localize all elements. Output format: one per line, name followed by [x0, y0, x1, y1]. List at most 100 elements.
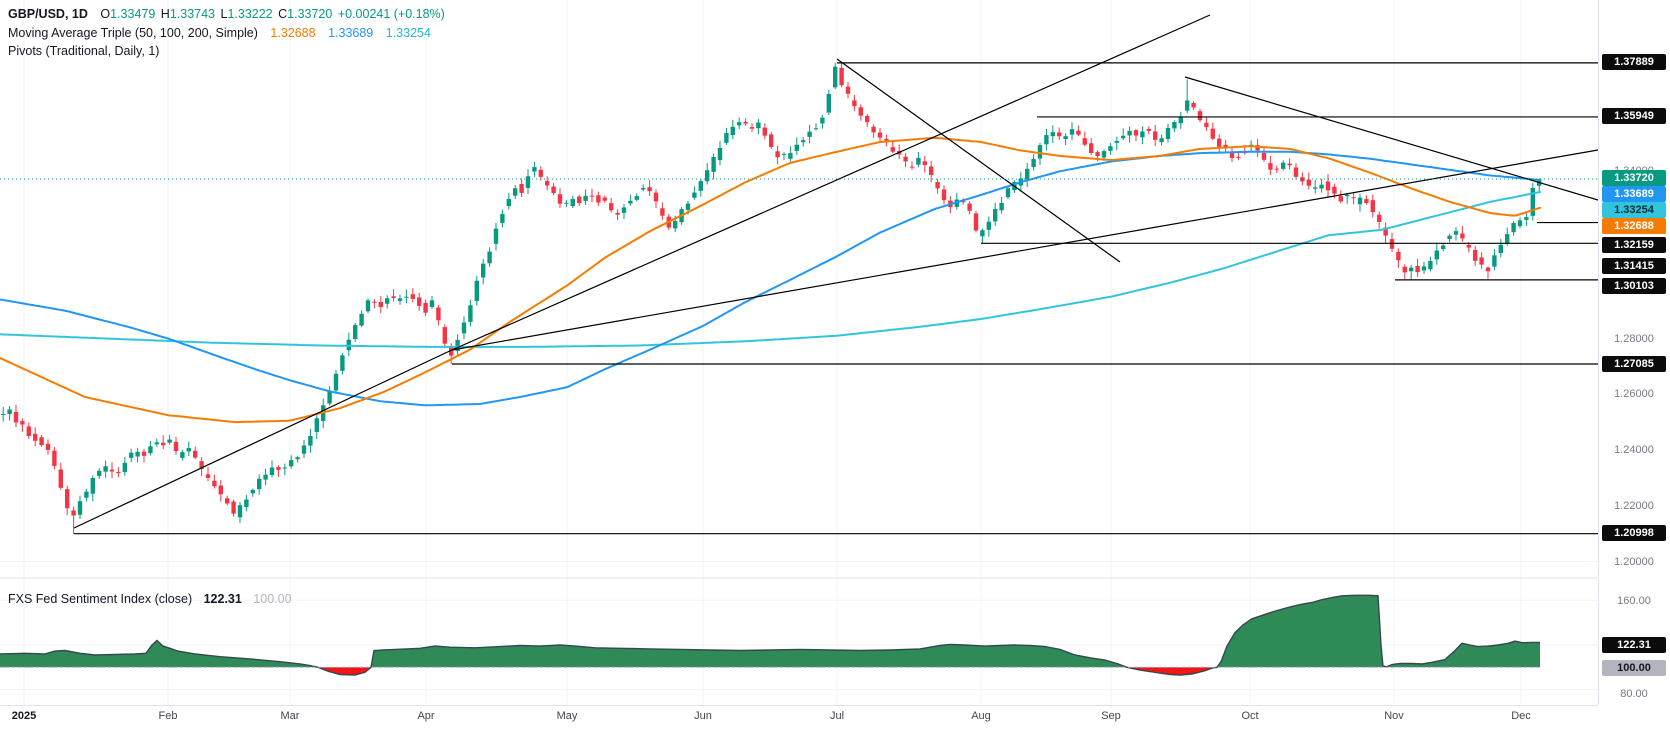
price-axis-label[interactable]: 1.28000	[1614, 332, 1654, 345]
candle-body	[212, 480, 217, 487]
candle-body	[916, 157, 921, 165]
indicator-baseline-badge[interactable]: 100.00	[1602, 660, 1666, 676]
candle-body	[1293, 167, 1299, 177]
candle-body	[1185, 100, 1190, 111]
candle-body	[84, 491, 89, 498]
candle-body	[148, 446, 153, 454]
legend-row-pivots[interactable]: Pivots (Traditional, Daily, 1)	[8, 42, 445, 61]
candle-body	[865, 115, 870, 123]
indicator-axis-label[interactable]: 160.00	[1617, 594, 1651, 607]
high-value: 1.33743	[169, 7, 215, 21]
candle-body	[1485, 267, 1491, 272]
price-axis-label[interactable]: 1.20000	[1614, 555, 1654, 568]
time-axis-label-may[interactable]: May	[556, 710, 578, 722]
candle-body	[193, 450, 198, 458]
candle-body	[276, 467, 281, 470]
candle-body	[999, 202, 1004, 211]
candle-body	[103, 466, 108, 472]
trendline	[73, 347, 457, 529]
candle-body	[711, 156, 716, 172]
symbol-title[interactable]: GBP/USD, 1D	[8, 7, 88, 21]
candle-body	[263, 474, 268, 480]
candle-body	[442, 327, 447, 344]
candle-body	[410, 294, 415, 299]
candle-body	[737, 122, 742, 126]
candle-body	[756, 122, 761, 129]
time-axis-label-sep[interactable]: Sep	[1101, 710, 1121, 722]
time-axis-label-apr[interactable]: Apr	[417, 710, 435, 722]
price-level-badge[interactable]: 1.33254	[1602, 202, 1666, 218]
candle-body	[628, 200, 633, 204]
indicator-legend[interactable]: FXS Fed Sentiment Index (close) 122.31 1…	[8, 592, 292, 606]
candle-body	[199, 461, 204, 470]
candle-body	[570, 199, 575, 207]
candle-body	[922, 161, 927, 165]
time-axis-label-mar[interactable]: Mar	[280, 710, 300, 722]
candle-body	[1255, 145, 1260, 151]
candle-body	[583, 195, 588, 201]
candle-body	[141, 451, 147, 456]
candle-body	[250, 489, 255, 494]
candle-body	[1357, 197, 1363, 205]
candle-body	[839, 67, 844, 86]
price-level-badge[interactable]: 1.27085	[1602, 355, 1666, 372]
candle-body	[1351, 197, 1356, 199]
indicator-axis-label[interactable]: 80.00	[1620, 688, 1648, 700]
candle-body	[788, 153, 793, 159]
price-level-badge[interactable]: 1.20998	[1602, 525, 1666, 541]
time-axis-label-nov[interactable]: Nov	[1384, 710, 1404, 722]
indicator-value: 122.31	[203, 592, 242, 606]
time-axis-label-dec[interactable]: Dec	[1511, 710, 1531, 722]
trendline	[836, 58, 1121, 263]
ma-title[interactable]: Moving Average Triple (50, 100, 200, Sim…	[8, 25, 258, 40]
time-axis-label-aug[interactable]: Aug	[971, 710, 991, 722]
candle-body	[1415, 266, 1420, 273]
price-level-badge[interactable]: 1.33720	[1602, 170, 1666, 186]
candle-body	[909, 166, 915, 168]
candle-body	[833, 66, 838, 88]
time-axis-label-oct[interactable]: Oct	[1241, 710, 1259, 722]
candle-body	[986, 221, 991, 230]
time-axis-label-jun[interactable]: Jun	[694, 710, 712, 722]
indicator-title[interactable]: FXS Fed Sentiment Index (close)	[8, 592, 193, 606]
legend-row-ma[interactable]: Moving Average Triple (50, 100, 200, Sim…	[8, 24, 445, 43]
candle-body	[980, 230, 985, 237]
candle-body	[1089, 143, 1094, 154]
candle-body	[77, 501, 83, 515]
candle-body	[167, 439, 172, 443]
candle-body	[1447, 235, 1452, 240]
candle-body	[961, 201, 966, 203]
price-level-badge[interactable]: 1.32688	[1602, 218, 1666, 234]
candle-body	[122, 462, 127, 473]
candle-body	[973, 213, 979, 231]
price-level-badge[interactable]: 1.37889	[1602, 54, 1666, 70]
candle-body	[237, 505, 243, 518]
candle-body	[295, 457, 300, 460]
price-axis-label[interactable]: 1.24000	[1614, 444, 1654, 456]
candle-body	[97, 470, 102, 476]
price-level-badge[interactable]: 1.30103	[1602, 278, 1666, 294]
price-axis-label[interactable]: 1.22000	[1614, 499, 1654, 512]
price-level-badge[interactable]: 1.33689	[1602, 186, 1666, 202]
price-level-badge[interactable]: 1.35949	[1602, 108, 1666, 124]
candle-body	[1069, 129, 1075, 135]
price-level-badge[interactable]: 1.32159	[1602, 237, 1666, 253]
candle-body	[1402, 266, 1407, 273]
price-level-badge[interactable]: 1.31415	[1602, 258, 1666, 274]
pivots-title[interactable]: Pivots (Traditional, Daily, 1)	[8, 44, 160, 58]
candle-body	[1050, 132, 1055, 137]
time-axis-label-jul[interactable]: Jul	[829, 710, 845, 722]
candle-body	[852, 100, 857, 107]
candle-body	[1473, 249, 1478, 261]
symbol-legend[interactable]: GBP/USD, 1D O1.33479 H1.33743 L1.33222 C…	[8, 5, 445, 61]
legend-row-symbol[interactable]: GBP/USD, 1D O1.33479 H1.33743 L1.33222 C…	[8, 5, 445, 24]
time-axis-label-2025[interactable]: 2025	[11, 710, 37, 722]
candle-body	[1389, 239, 1395, 249]
candle-body	[903, 156, 908, 162]
time-axis-label-feb[interactable]: Feb	[158, 710, 178, 722]
candle-body	[461, 322, 467, 334]
price-axis-label[interactable]: 1.26000	[1614, 388, 1654, 401]
indicator-value-badge[interactable]: 122.31	[1602, 637, 1666, 653]
